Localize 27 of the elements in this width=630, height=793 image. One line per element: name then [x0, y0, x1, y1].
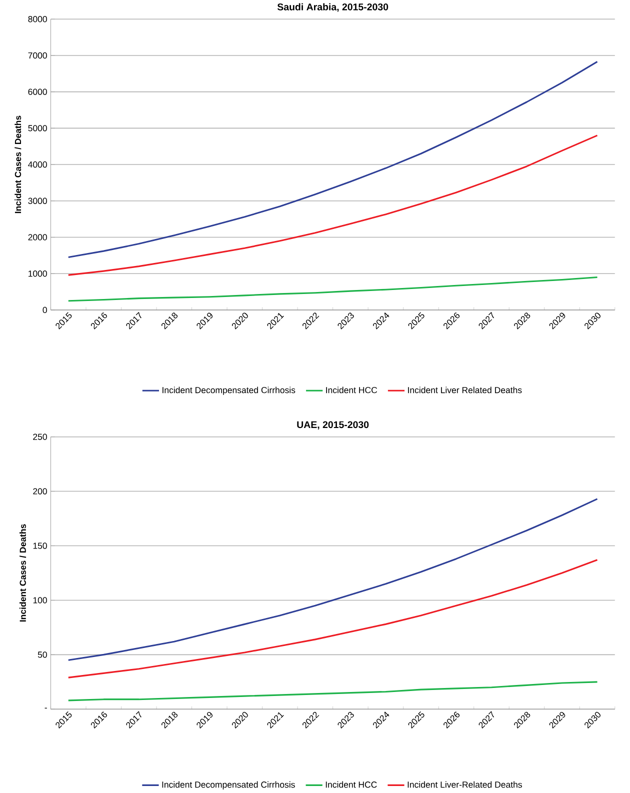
line-series	[68, 60, 598, 258]
y-tick-label: 5000	[28, 125, 48, 132]
legend-label: Incident Decompensated Cirrhosis	[162, 386, 296, 395]
legend-label: Incident HCC	[326, 386, 378, 394]
line-series	[68, 134, 598, 276]
y-tick-label: 6000	[28, 88, 48, 95]
y-tick-label: 4000	[28, 161, 48, 168]
line-series	[68, 276, 598, 302]
y-tick-label: 7000	[28, 52, 48, 59]
y-tick-label: 50	[38, 652, 48, 658]
y-tick-label: 100	[34, 597, 48, 604]
chart-title: Saudi Arabia, 2015-2030	[278, 3, 388, 12]
y-tick-label: 3000	[28, 198, 48, 204]
legend-label: Incident Liver-Related Deaths	[408, 781, 522, 788]
y-tick-label: 0	[43, 306, 48, 314]
y-tick-label: 1000	[28, 270, 48, 277]
y-axis-title: Incident Cases / Deaths	[14, 116, 22, 214]
y-axis-title: Incident Cases / Deaths	[20, 524, 26, 622]
legend-label: Incident Liver Related Deaths	[408, 386, 522, 394]
legend-label: Incident Decompensated Cirrhosis	[162, 781, 296, 790]
y-tick-label: 200	[33, 488, 48, 494]
chart-title: UAE, 2015-2030	[297, 421, 369, 430]
y-tick-label: 150	[34, 542, 48, 549]
y-tick-label: 250	[33, 434, 48, 440]
legend-label: Incident HCC	[326, 781, 378, 788]
y-tick-label: 2000	[28, 234, 48, 240]
y-tick-label: 8000	[28, 16, 48, 22]
